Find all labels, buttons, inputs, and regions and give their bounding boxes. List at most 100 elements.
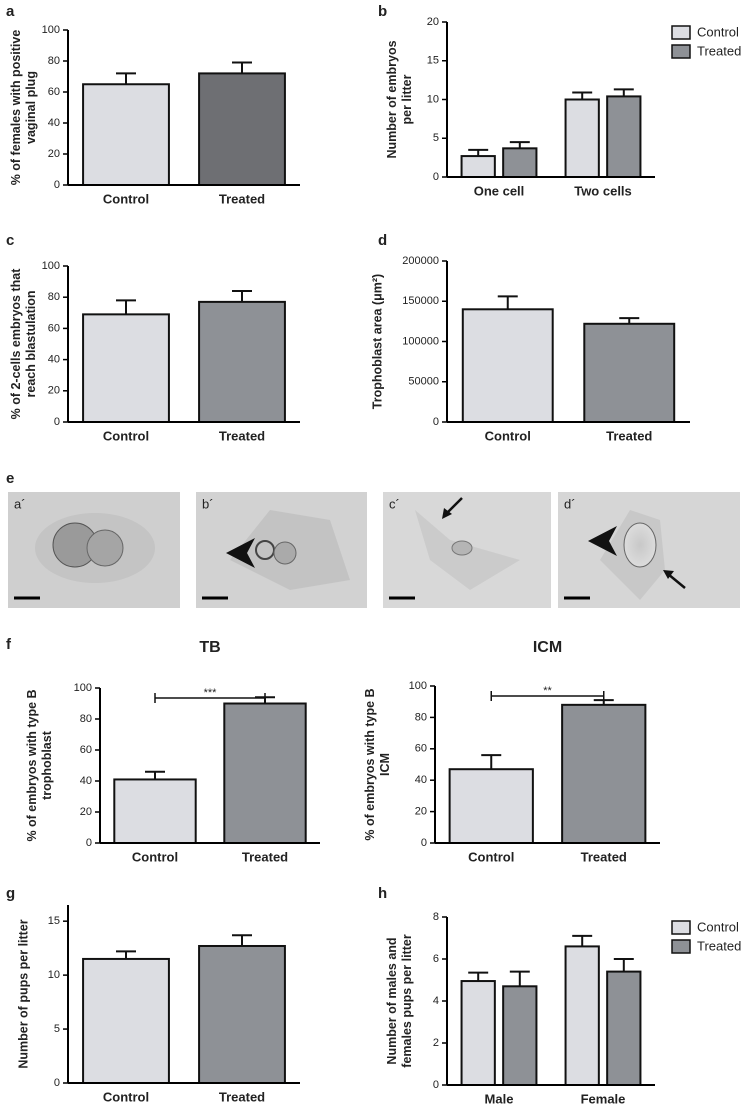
x-tick-label: Treated [242,849,288,864]
x-tick-label: Treated [581,849,627,864]
bar [460,980,496,1086]
bar [502,985,538,1086]
y-tick-label: 20 [415,806,427,818]
arrowhead [588,526,617,556]
y-axis-label: per litter [400,74,414,124]
y-tick-label: 20 [48,148,60,160]
y-tick-label: 0 [421,837,427,849]
y-axis-label: vaginal plug [24,71,38,144]
y-axis-label: Number of embryos [385,40,399,158]
bar [198,944,286,1085]
y-tick-label: 60 [415,743,427,755]
y-axis-label: % of embryos with type B [363,688,377,840]
x-tick-label: Control [468,849,514,864]
legend-label: Control [697,24,739,39]
legend-label: Treated [697,43,741,58]
y-tick-label: 0 [54,416,60,428]
legend-label: Control [697,919,739,934]
legend-swatch [671,920,691,935]
bar [564,945,600,1087]
bar [198,72,286,186]
y-tick-label: 2 [433,1037,439,1049]
y-tick-label: 5 [433,132,439,144]
bar [502,147,538,178]
x-tick-label: Treated [219,191,265,206]
image-label: d´ [564,496,576,511]
y-axis-label: reach blastulation [24,291,38,398]
bar [606,970,642,1086]
bar [82,83,170,186]
y-axis-label: trophoblast [40,730,54,800]
chart-title: ICM [533,639,562,656]
bar [460,155,496,178]
y-tick-label: 100000 [402,335,439,347]
embryo [273,541,297,565]
x-tick-label: Female [581,1091,626,1104]
legend-label: Treated [697,938,741,953]
y-tick-label: 40 [48,117,60,129]
y-tick-label: 10 [48,969,60,981]
embryo [86,529,124,567]
bar [82,957,170,1084]
y-tick-label: 4 [433,995,439,1007]
y-tick-label: 0 [54,1077,60,1089]
y-tick-label: 40 [415,774,427,786]
y-tick-label: 10 [427,93,439,105]
y-tick-label: 60 [48,322,60,334]
y-tick-label: 8 [433,911,439,923]
y-axis-label: Number of pups per litter [16,919,30,1068]
y-tick-label: 20 [48,385,60,397]
x-tick-label: Two cells [574,183,632,198]
bar [448,768,534,845]
x-tick-label: One cell [474,183,525,198]
y-tick-label: 5 [54,1023,60,1035]
arrow [445,497,463,515]
x-tick-label: Male [485,1091,514,1104]
y-tick-label: 100 [409,680,427,692]
significance-label: *** [204,687,218,699]
y-axis-label: Trophoblast area (μm²) [370,274,384,409]
panel-letter: f [6,636,12,653]
bar [461,308,554,423]
bar [113,778,197,845]
y-tick-label: 6 [433,953,439,965]
panel-letter: d [378,232,387,249]
bar [198,300,286,424]
y-tick-label: 200000 [402,255,439,267]
x-tick-label: Control [103,1089,149,1104]
panel-letter: e [6,470,14,487]
image-label: b´ [202,496,214,511]
bar [223,702,307,844]
y-tick-label: 15 [48,915,60,927]
y-tick-label: 80 [48,55,60,67]
y-tick-label: 0 [433,171,439,183]
y-tick-label: 20 [427,16,439,28]
image-label: a´ [14,496,26,511]
chart-title: TB [199,639,220,656]
arrowhead [226,538,255,568]
y-tick-label: 40 [48,354,60,366]
y-tick-label: 80 [48,291,60,303]
y-tick-label: 100 [42,24,60,36]
y-tick-label: 80 [415,711,427,723]
y-tick-label: 0 [433,1079,439,1091]
embryo [623,522,657,568]
y-tick-label: 100 [42,260,60,272]
y-axis-label: % of embryos with type B [25,689,39,841]
x-tick-label: Treated [219,428,265,443]
y-tick-label: 150000 [402,295,439,307]
x-tick-label: Control [103,191,149,206]
x-tick-label: Treated [606,428,652,443]
x-tick-label: Treated [219,1089,265,1104]
y-tick-label: 20 [80,806,92,818]
y-tick-label: 50000 [408,376,439,388]
y-tick-label: 100 [74,682,92,694]
y-tick-label: 60 [48,86,60,98]
bar [583,322,676,424]
significance-label: ** [543,685,552,697]
y-tick-label: 0 [433,416,439,428]
y-axis-label: % of females with positive [9,30,23,186]
panel-letter: b [378,3,387,20]
x-tick-label: Control [132,849,178,864]
arrow-head [663,570,674,579]
